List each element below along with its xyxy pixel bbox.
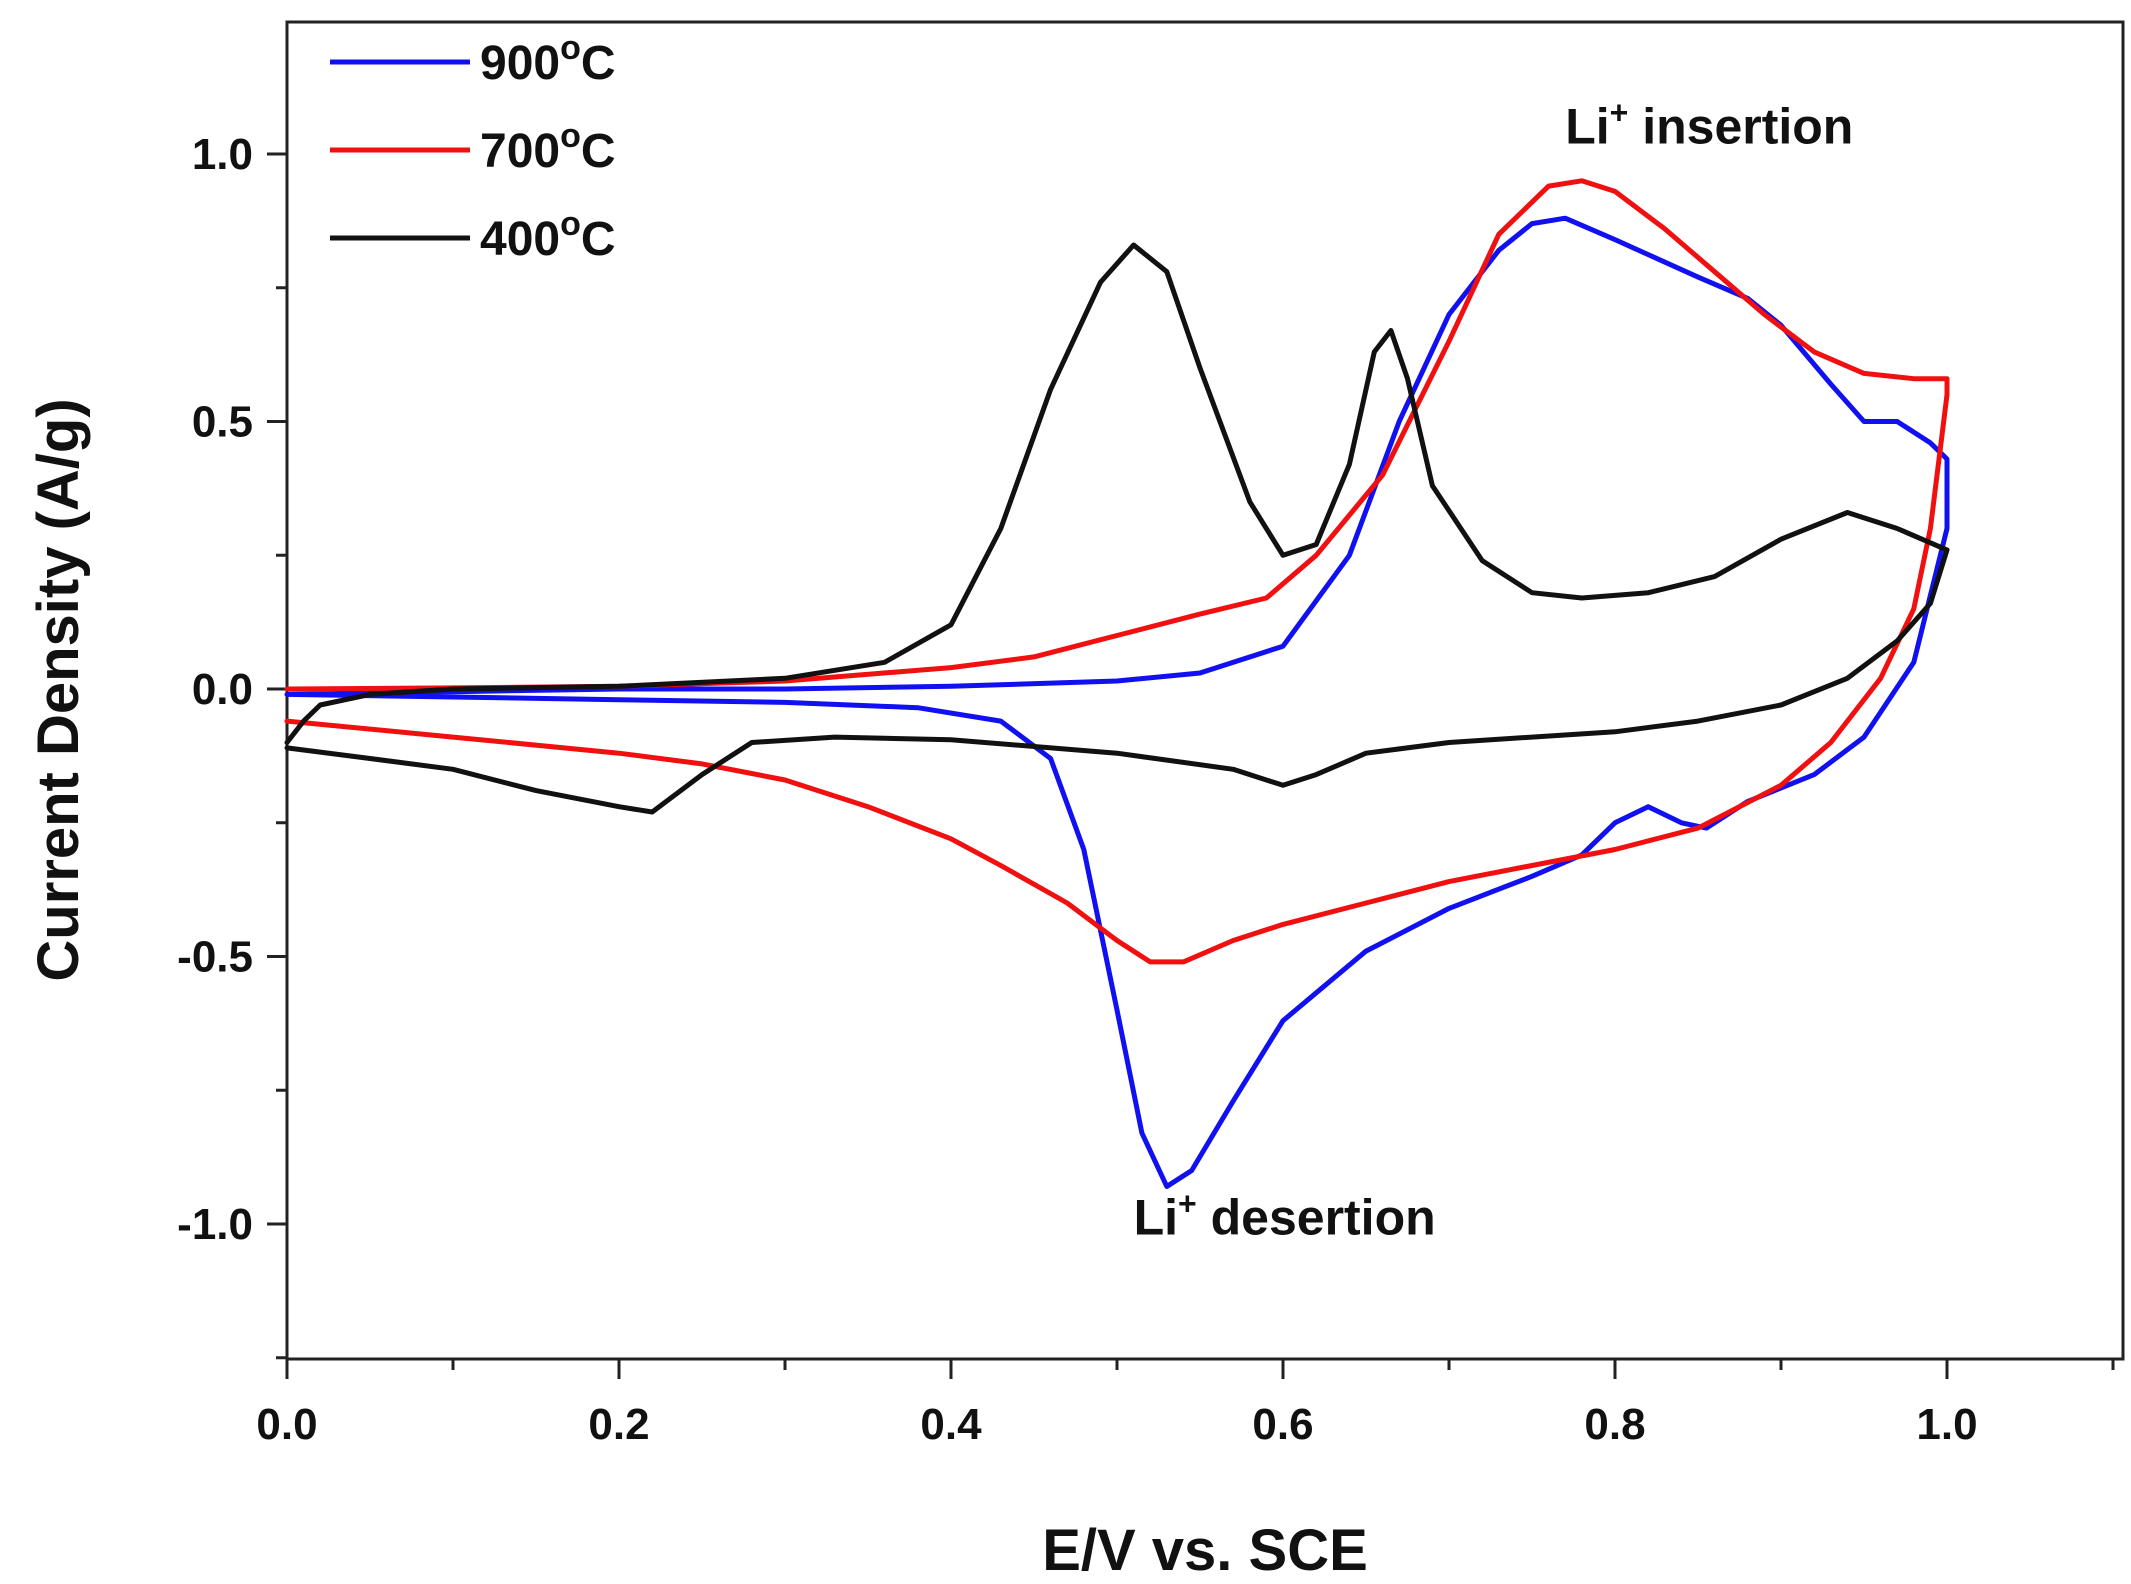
x-tick-label: 1.0 (1916, 1400, 1977, 1449)
annotation-1: Li+ desertion (1134, 1186, 1436, 1246)
series-line-700 (284, 178, 1950, 965)
legend: 900oC 700oC 400oC (330, 29, 616, 266)
x-tick-label: 0.8 (1584, 1400, 1645, 1449)
annotation-0: Li+ insertion (1565, 94, 1853, 154)
x-tick-label: 0.4 (920, 1400, 982, 1449)
y-tick-label: 0.5 (192, 398, 253, 447)
series-line-900 (284, 215, 1950, 1189)
annotations: Li+ insertion Li+ desertion (1134, 94, 1854, 1245)
y-tick-label: -0.5 (177, 933, 253, 982)
series-lines (284, 178, 1950, 1189)
axis-ticks: 0.0 0.2 0.4 0.6 0.8 1.0 -1.0 -0.5 0.0 0.5 1.0 (177, 130, 2115, 1449)
series-line-400 (284, 242, 1950, 815)
y-axis-title: Current Density (A/g) (26, 398, 91, 981)
y-tick-label: 1.0 (192, 130, 253, 179)
legend-label-900: 900oC (480, 29, 616, 90)
x-tick-label: 0.6 (1252, 1400, 1313, 1449)
y-tick-label: 0.0 (192, 665, 253, 714)
legend-label-700: 700oC (480, 117, 616, 178)
y-tick-label: -1.0 (177, 1200, 253, 1249)
legend-label-400: 400oC (480, 205, 616, 266)
x-tick-label: 0.0 (256, 1400, 317, 1449)
x-tick-label: 0.2 (588, 1400, 649, 1449)
x-axis-title: E/V vs. SCE (1042, 1518, 1368, 1583)
